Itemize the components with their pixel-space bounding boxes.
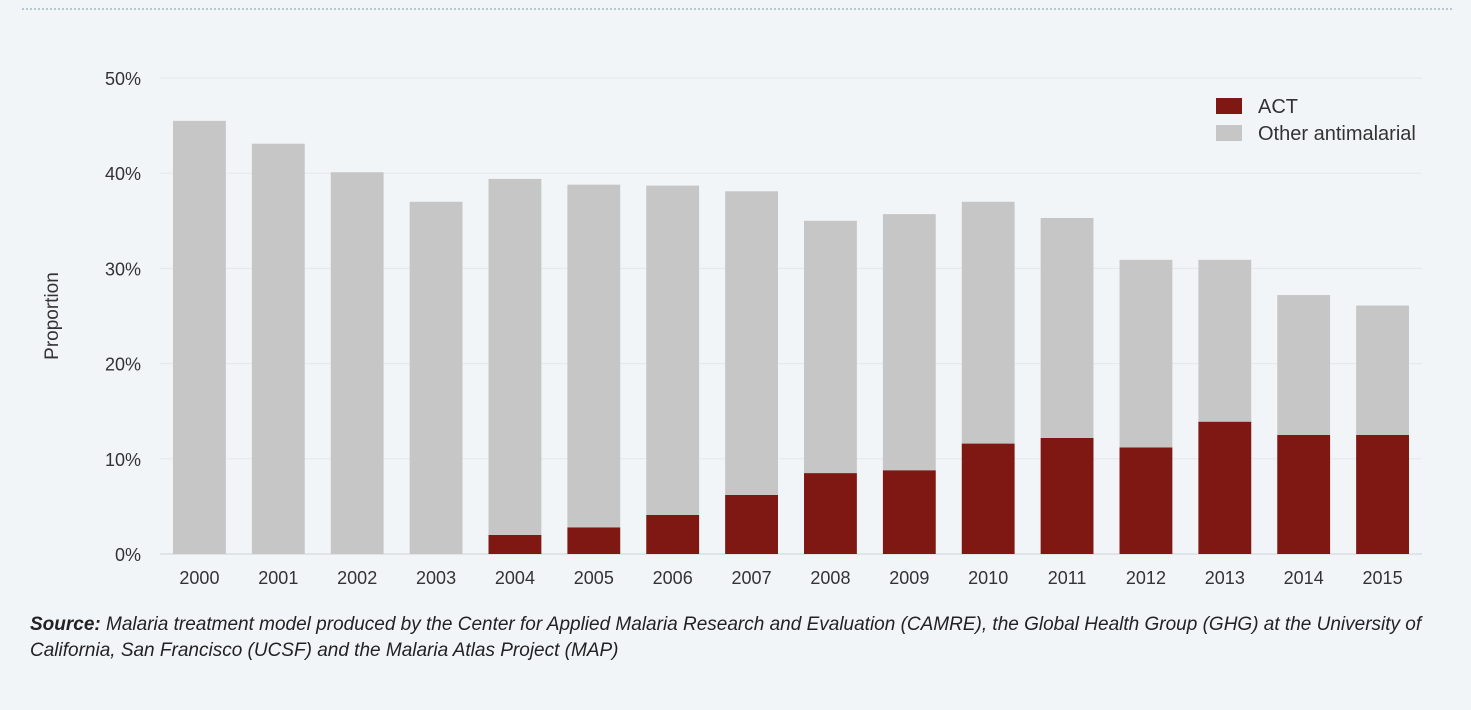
bar-other-antimalarial-2010: [961, 201, 1015, 444]
bar-other-antimalarial-2004: [488, 178, 542, 535]
x-tick-label: 2007: [732, 568, 772, 588]
x-axis-ticks: 2000 2001 2002 2003 2004 2005 2006 2007 2008 2009…: [179, 568, 1402, 588]
bar-act-2012: [1119, 447, 1173, 554]
legend: ACT Other antimalarial: [1216, 96, 1416, 145]
bar-act-2013: [1198, 421, 1252, 554]
bar-other-antimalarial-2006: [646, 185, 700, 515]
bar-other-antimalarial-2013: [1198, 259, 1252, 422]
bar-act-2006: [646, 514, 700, 554]
y-axis-label: Proportion: [42, 272, 63, 360]
x-tick-label: 2012: [1126, 568, 1166, 588]
y-tick-label: 10%: [105, 450, 141, 470]
bar-act-2010: [961, 443, 1015, 554]
bar-other-antimalarial-2012: [1119, 259, 1173, 448]
top-dotted-rule: [22, 8, 1452, 10]
y-tick-label: 0%: [115, 545, 141, 565]
source-text: Malaria treatment model produced by the …: [30, 614, 1422, 661]
x-tick-label: 2010: [968, 568, 1008, 588]
legend-label: Other antimalarial: [1258, 123, 1416, 145]
x-tick-label: 2011: [1048, 568, 1087, 588]
bar-other-antimalarial-2002: [330, 172, 384, 555]
bar-other-antimalarial-2005: [567, 184, 621, 528]
bar-act-2014: [1277, 435, 1331, 554]
y-axis-ticks: 0% 10% 20% 30% 40% 50%: [105, 69, 141, 565]
legend-swatch: [1216, 98, 1242, 114]
y-tick-label: 40%: [105, 164, 141, 184]
stacked-bar-chart: 0%10%20%30%40%50% Proportion 2000 2001 200…: [42, 69, 1422, 588]
legend-label: ACT: [1258, 96, 1298, 118]
bar-other-antimalarial-2009: [882, 214, 936, 471]
bar-other-antimalarial-2001: [251, 143, 305, 555]
bar-other-antimalarial-2014: [1277, 295, 1331, 435]
bar-act-2008: [804, 473, 857, 554]
bar-act-2009: [882, 470, 936, 554]
x-tick-label: 2005: [574, 568, 614, 588]
x-tick-label: 2006: [653, 568, 693, 588]
x-tick-label: 2001: [258, 568, 298, 588]
x-tick-label: 2003: [416, 568, 456, 588]
source-label: Source:: [30, 614, 101, 635]
x-tick-label: 2002: [337, 568, 377, 588]
bar-other-antimalarial-2003: [409, 201, 463, 554]
x-tick-label: 2004: [495, 568, 535, 588]
y-tick-label: 30%: [105, 259, 141, 279]
bar-act-2011: [1040, 437, 1094, 554]
x-tick-label: 2000: [179, 568, 219, 588]
bar-act-2004: [488, 534, 542, 554]
y-tick-label: 50%: [105, 69, 141, 89]
bar-other-antimalarial-2011: [1040, 217, 1094, 438]
bar-act-2015: [1356, 435, 1409, 554]
bars: [173, 120, 1409, 555]
bar-other-antimalarial-2008: [804, 220, 857, 474]
x-tick-label: 2013: [1205, 568, 1245, 588]
source-note: Source: Malaria treatment model produced…: [30, 612, 1430, 664]
bar-act-2007: [725, 494, 778, 554]
bar-other-antimalarial-2015: [1356, 305, 1409, 435]
bar-act-2005: [567, 527, 621, 554]
x-tick-label: 2008: [810, 568, 850, 588]
y-tick-label: 20%: [105, 355, 141, 375]
x-tick-label: 2015: [1363, 568, 1403, 588]
x-tick-label: 2009: [889, 568, 929, 588]
legend-swatch: [1216, 125, 1242, 141]
x-tick-label: 2014: [1284, 568, 1324, 588]
bar-other-antimalarial-2007: [725, 191, 778, 495]
bar-other-antimalarial-2000: [173, 120, 226, 554]
